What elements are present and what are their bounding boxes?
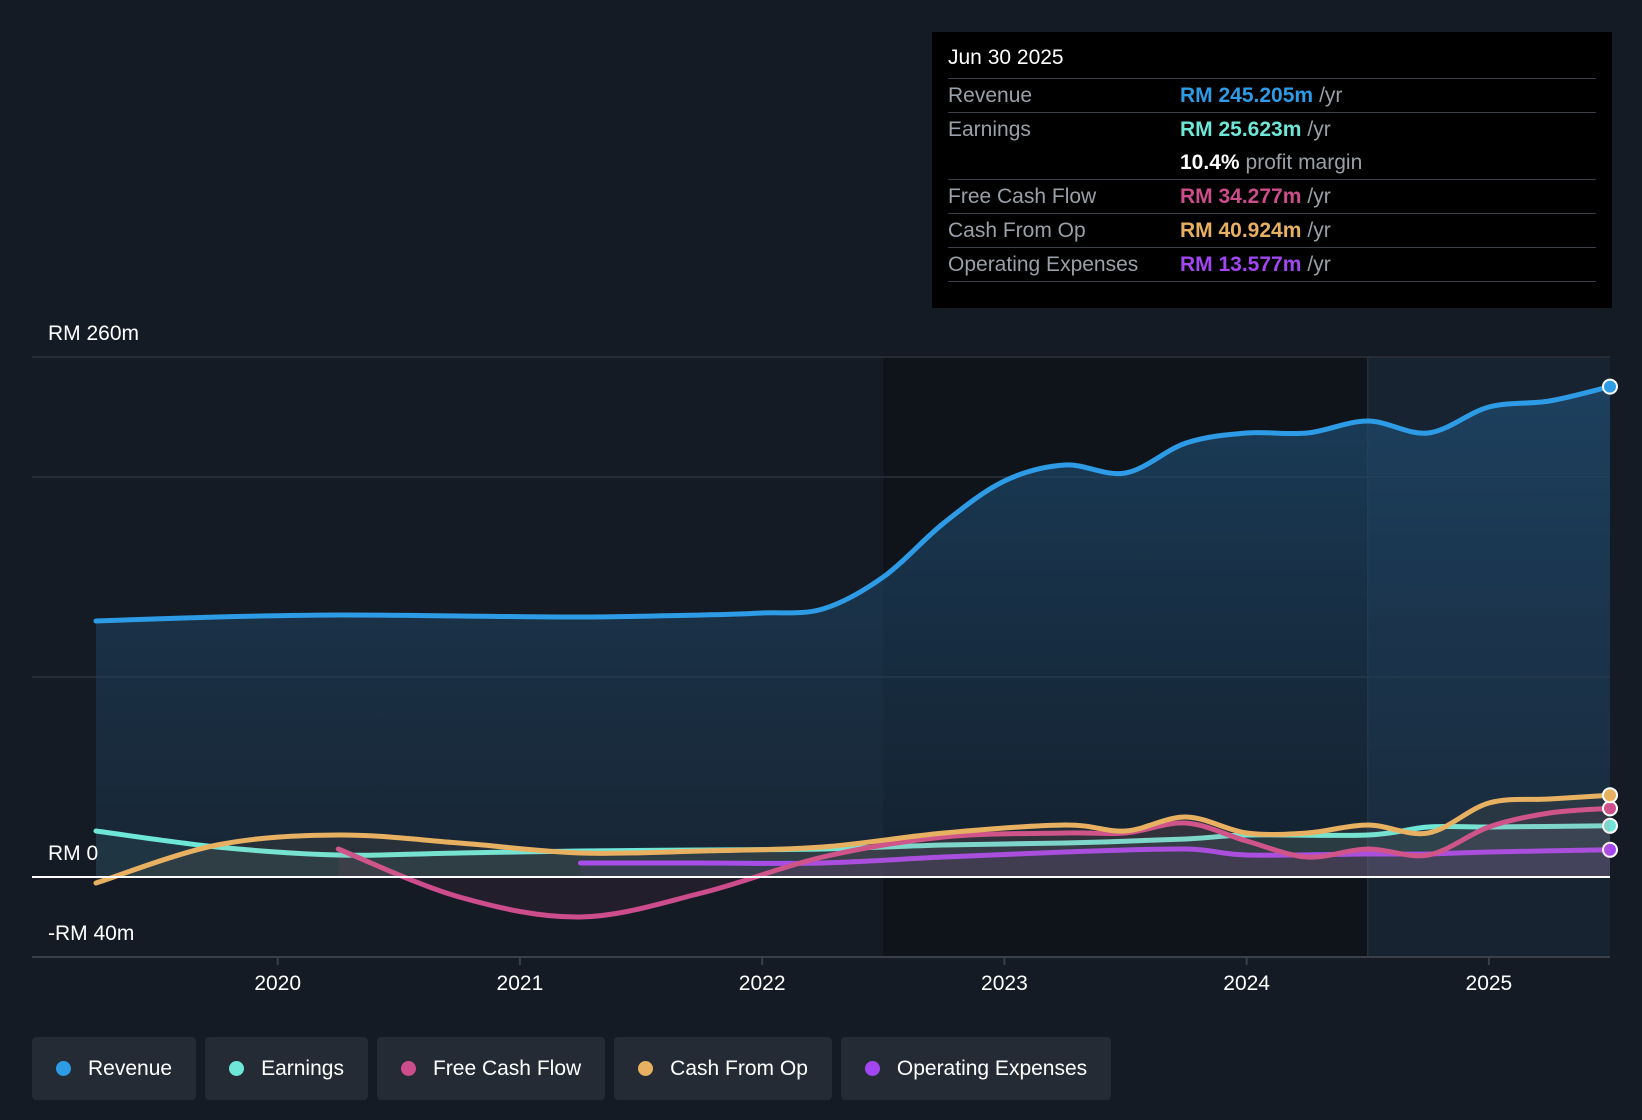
x-tick-label: 2020 — [254, 972, 301, 995]
legend-label: Revenue — [88, 1056, 173, 1080]
x-tick-label: 2022 — [739, 972, 786, 995]
tooltip-value: RM 40.924m — [1180, 218, 1302, 242]
series-group — [93, 378, 1618, 920]
tooltip-value: 10.4% — [1180, 150, 1240, 174]
tooltip-value: RM 34.277m — [1180, 184, 1302, 208]
legend-label: Free Cash Flow — [432, 1056, 582, 1080]
legend-item-operating-expenses[interactable]: Operating Expenses — [840, 1037, 1112, 1100]
revenue-dot-icon — [56, 1061, 71, 1076]
free-cash-flow-area — [338, 808, 1610, 918]
legend-label: Cash From Op — [670, 1056, 808, 1080]
y-label-top: RM 260m — [48, 322, 139, 345]
operating-expenses-dot-icon — [864, 1061, 880, 1076]
x-tick-label: 2025 — [1466, 972, 1513, 995]
tooltip-panel: Jun 30 2025 Revenue RM 245.205m /yr Earn… — [932, 32, 1612, 308]
legend-item-free-cash-flow[interactable]: Free Cash Flow — [376, 1037, 606, 1100]
tooltip-value: RM 25.623m — [1180, 117, 1302, 141]
operating-expenses-end-marker — [1602, 841, 1618, 858]
y-label-zero: RM 0 — [48, 842, 98, 865]
free-cash-flow-dot-icon — [400, 1061, 416, 1076]
legend-item-earnings[interactable]: Earnings — [205, 1037, 368, 1100]
revenue-line — [93, 384, 1613, 624]
tooltip-row-operating-expenses: Operating Expenses RM 13.577m /yr — [948, 248, 1596, 282]
revenue-end-marker — [1602, 378, 1618, 395]
tooltip-label: Revenue — [948, 83, 1033, 107]
y-label-bottom: -RM 40m — [48, 922, 134, 945]
tooltip-unit: /yr — [1307, 184, 1331, 208]
legend-item-revenue[interactable]: Revenue — [32, 1037, 197, 1100]
tooltip-row-revenue: Revenue RM 245.205m /yr — [948, 79, 1596, 113]
tooltip-value: RM 13.577m — [1180, 252, 1302, 276]
legend-label: Earnings — [261, 1056, 344, 1080]
tooltip-row-profit-margin: 10.4% profit margin — [948, 146, 1596, 180]
x-tick-label: 2021 — [497, 972, 544, 995]
tooltip-unit: /yr — [1307, 218, 1331, 242]
tooltip-unit: /yr — [1319, 83, 1343, 107]
tooltip-date: Jun 30 2025 — [948, 46, 1596, 79]
earnings-dot-icon — [229, 1061, 245, 1076]
tooltip-label: Cash From Op — [948, 218, 1086, 242]
tooltip-label: Free Cash Flow — [948, 184, 1097, 208]
legend-item-cash-from-op[interactable]: Cash From Op — [614, 1037, 832, 1100]
tooltip-unit: profit margin — [1245, 150, 1363, 174]
x-tick-label: 2023 — [981, 972, 1028, 995]
tooltip-label: Earnings — [948, 117, 1031, 141]
cash-from-op-area — [96, 795, 1610, 883]
tooltip-value: RM 245.205m — [1180, 83, 1314, 107]
tooltip-row-earnings: Earnings RM 25.623m /yr — [948, 113, 1596, 146]
cash-from-op-end-marker — [1602, 787, 1618, 804]
tooltip-row-free-cash-flow: Free Cash Flow RM 34.277m /yr — [948, 180, 1596, 214]
tooltip-unit: /yr — [1307, 117, 1331, 141]
cash-from-op-line — [93, 792, 1613, 886]
tooltip-row-cash-from-op: Cash From Op RM 40.924m /yr — [948, 214, 1596, 248]
legend-label: Operating Expenses — [896, 1056, 1088, 1080]
cash-from-op-dot-icon — [638, 1061, 654, 1076]
tooltip-unit: /yr — [1307, 252, 1331, 276]
free-cash-flow-line — [335, 805, 1613, 920]
x-ticks: 2020 2021 2022 2023 2024 2025 — [254, 957, 1512, 995]
tooltip-label: Operating Expenses — [948, 252, 1139, 276]
x-tick-label: 2024 — [1223, 972, 1270, 995]
earnings-end-marker — [1602, 817, 1618, 834]
legend: Revenue Earnings Free Cash Flow Cash Fro… — [32, 1037, 1112, 1100]
revenue-area — [96, 386, 1610, 877]
